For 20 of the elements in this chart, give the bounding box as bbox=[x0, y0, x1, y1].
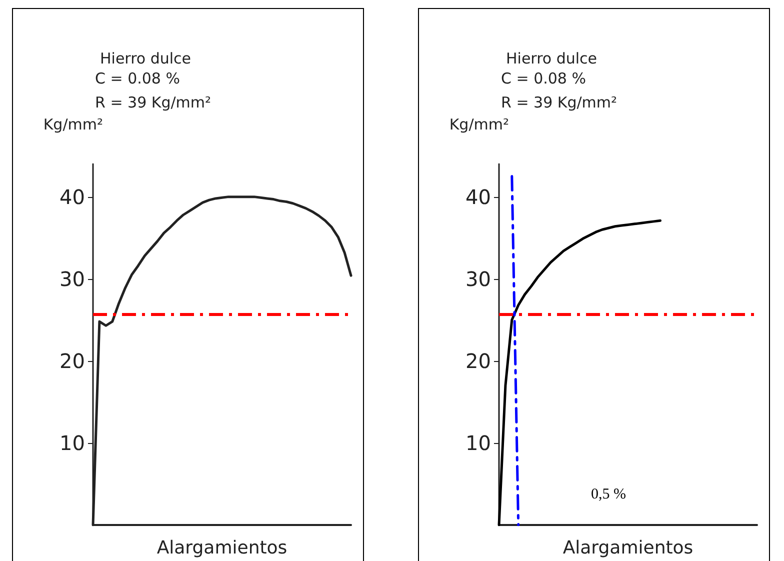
line-series bbox=[498, 219, 662, 526]
chart-title: Hierro dulce bbox=[506, 50, 598, 68]
y-tick-label: 40 bbox=[466, 184, 491, 209]
y-tick-label: 30 bbox=[60, 266, 85, 291]
y-axis-title: Kg/mm² bbox=[43, 116, 103, 134]
x-axis-title: Alargamientos bbox=[156, 538, 288, 558]
y-axis-title: Kg/mm² bbox=[449, 116, 509, 134]
annotation: 0,5 % bbox=[591, 486, 626, 502]
text: R = 39 Kg/mm² bbox=[501, 94, 618, 112]
y-tick-label: 30 bbox=[466, 266, 491, 291]
y-tick-label: 10 bbox=[466, 430, 491, 455]
text: C = 0.08 % bbox=[501, 70, 586, 88]
y-tick-label: 10 bbox=[60, 430, 85, 455]
x-axis-title: Alargamientos bbox=[562, 538, 694, 558]
chart-title: Hierro dulce bbox=[100, 50, 192, 68]
y-tick-label: 40 bbox=[60, 184, 85, 209]
text: R = 39 Kg/mm² bbox=[95, 94, 212, 112]
y-tick-label: 20 bbox=[466, 348, 491, 373]
y-tick-label: 20 bbox=[60, 348, 85, 373]
text: C = 0.08 % bbox=[95, 70, 180, 88]
